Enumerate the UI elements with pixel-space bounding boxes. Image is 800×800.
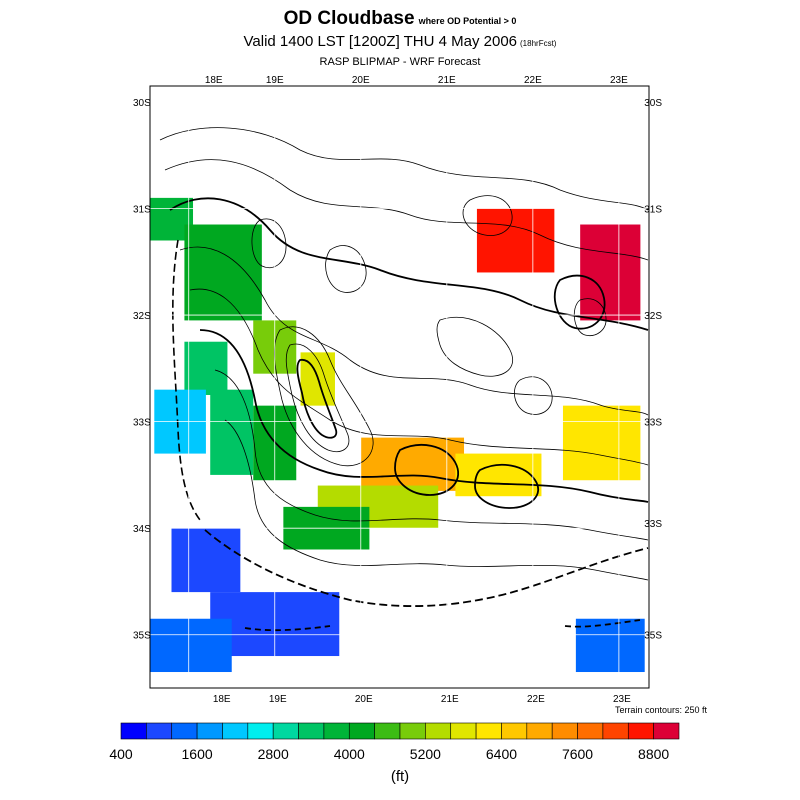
bottom-lon-labels: 18E 19E 20E 21E 22E 23E (213, 694, 631, 705)
cloudbase-cell (171, 528, 241, 593)
colorbar-swatch (577, 722, 604, 740)
title-qualifier: where OD Potential > 0 (418, 16, 517, 26)
colorbar-swatch (298, 722, 325, 740)
lbl-right-label: 31S (644, 205, 662, 216)
colorbar (120, 722, 680, 740)
colorbar-swatch (399, 722, 426, 740)
lbl-right-label: 32S (644, 311, 662, 322)
cloudbase-cell (455, 453, 542, 497)
model-line: RASP BLIPMAP - WRF Forecast (319, 56, 481, 68)
lbl-bottom-label: 21E (441, 694, 459, 705)
cloudbase-cell (184, 341, 228, 395)
lbl-right-label: 33S (644, 418, 662, 429)
colorbar-swatch (196, 722, 223, 740)
lbl-top-label: 20E (352, 75, 370, 86)
cloudbase-cell (150, 618, 232, 673)
colorbar-swatch (222, 722, 249, 740)
colorbar-swatch (425, 722, 452, 740)
lbl-bottom-label: 18E (213, 694, 231, 705)
colorbar-swatch (450, 722, 477, 740)
cloudbase-cell (184, 224, 262, 321)
colorbar-swatch (272, 722, 299, 740)
terrain-contours (159, 127, 649, 632)
cloudbase-cell (580, 224, 641, 321)
colorbar-swatch (323, 722, 350, 740)
lbl-top-label: 21E (438, 75, 456, 86)
colorbar-swatch (120, 722, 147, 740)
lbl-left-label: 32S (133, 311, 151, 322)
colorbar-swatch (653, 722, 680, 740)
forecast-hours: (18hrFcst) (520, 39, 557, 48)
right-lat-labels: 30S 31S 32S 33S 33S 35S (644, 98, 662, 642)
colorbar-swatch (146, 722, 173, 740)
colorbar-swatch (374, 722, 401, 740)
colorbar-swatch (475, 722, 502, 740)
title-text: OD Cloudbase (283, 8, 415, 29)
lbl-right-label: 30S (644, 98, 662, 109)
lbl-left-label: 35S (133, 631, 151, 642)
lbl-left-label: 31S (133, 205, 151, 216)
lbl-bottom-label: 20E (355, 694, 373, 705)
lbl-left-label: 34S (133, 524, 151, 535)
cloudbase-cell (476, 208, 555, 273)
lbl-right-label: 33S (644, 519, 662, 530)
colorbar-swatch (602, 722, 629, 740)
lbl-right-label: 35S (644, 631, 662, 642)
colorbar-swatch (348, 722, 375, 740)
colorbar-tick-label: 400 (109, 746, 133, 762)
colorbar-tick-label: 4000 (333, 746, 365, 762)
lat-lon-grid (150, 86, 649, 688)
lbl-left-label: 33S (133, 418, 151, 429)
colorbar-swatch (501, 722, 528, 740)
colorbar-swatch (171, 722, 198, 740)
valid-time-text: Valid 1400 LST [1200Z] THU 4 May 2006 (243, 33, 518, 50)
colorbar-swatch (247, 722, 274, 740)
lbl-bottom-label: 22E (527, 694, 545, 705)
terrain-contours-note: Terrain contours: 250 ft (614, 705, 707, 715)
chart-title: OD Cloudbase where OD Potential > 0 (0, 8, 800, 30)
colorbar-tick-label: 1600 (181, 746, 213, 762)
colorbar-swatch (551, 722, 578, 740)
cloudbase-cell (210, 389, 254, 475)
lbl-top-label: 19E (266, 75, 284, 86)
lbl-top-label: 23E (610, 75, 628, 86)
map-frame (149, 85, 650, 689)
colorbar-units: (ft) (390, 768, 410, 785)
cloudbase-field-layer (150, 197, 645, 673)
top-lon-labels: 18E 19E 20E 21E 22E 23E (205, 75, 628, 86)
cloudbase-cell (575, 618, 645, 673)
colorbar-swatch (526, 722, 553, 740)
lbl-left-label: 30S (133, 98, 151, 109)
lbl-bottom-label: 23E (613, 694, 631, 705)
colorbar-tick-label: 2800 (257, 746, 289, 762)
lbl-top-label: 22E (524, 75, 542, 86)
colorbar-tick-label: 5200 (409, 746, 441, 762)
colorbar-swatch (627, 722, 654, 740)
lbl-top-label: 18E (205, 75, 223, 86)
colorbar-tick-label: 7600 (561, 746, 594, 762)
colorbar-tick-label: 8800 (638, 746, 670, 762)
colorbar-tick-label: 6400 (485, 746, 518, 762)
lbl-bottom-label: 19E (269, 694, 287, 705)
left-lat-labels: 30S 31S 32S 33S 34S 35S (133, 98, 151, 642)
cloudbase-cell (562, 405, 641, 481)
valid-time-line: Valid 1400 LST [1200Z] THU 4 May 2006 (18… (0, 33, 800, 50)
